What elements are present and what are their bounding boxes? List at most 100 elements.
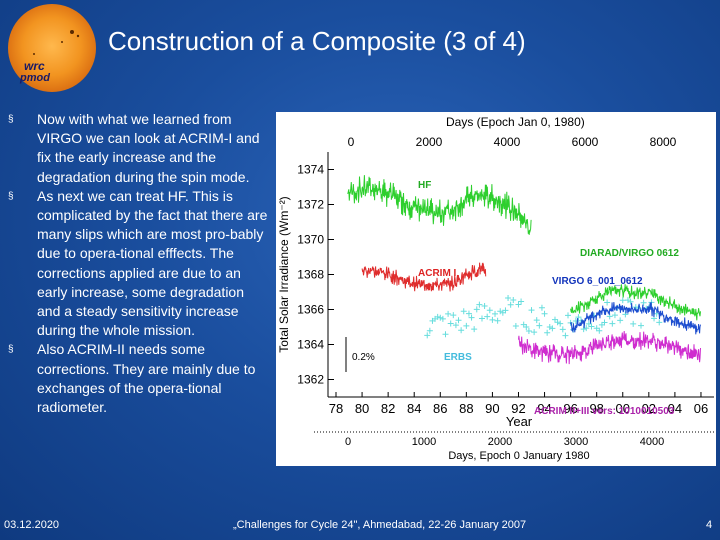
erbs-point [617,317,624,324]
x-axis-tick-label: 82 [381,401,395,416]
erbs-point [588,323,595,330]
series-annotation-label: ERBS [444,352,472,363]
x-axis-tick-label: 78 [329,401,343,416]
y-axis-tick-label: 1364 [297,338,324,352]
erbs-point [565,312,572,319]
erbs-point [424,332,431,339]
erbs-point [609,320,616,327]
x-axis-tick-label: 86 [433,401,447,416]
erbs-point [551,316,558,323]
erbs-point [549,325,556,332]
erbs-point [638,322,645,329]
top-axis-tick-label: 6000 [572,135,599,149]
chart-canvas: Days (Epoch Jan 0, 1980)0 2000 4000 6000 800… [277,115,714,462]
erbs-point [578,317,585,324]
x-axis-tick-label: 94 [537,401,551,416]
erbs-point [593,325,600,332]
erbs-point [544,329,551,336]
erbs-point [471,326,478,333]
slide-title: Construction of a Composite (3 of 4) [108,26,526,56]
x-axis-tick-label: 90 [485,401,499,416]
erbs-point [442,331,449,338]
erbs-point [494,317,501,324]
erbs-point [630,320,637,327]
bottom-axis-tick-label: 1000 [412,436,436,448]
erbs-point [468,314,475,321]
erbs-point [559,326,566,333]
erbs-point [619,297,626,304]
sun-disk-icon [8,4,96,92]
erbs-point [546,324,553,331]
erbs-point [510,297,517,304]
erbs-point [465,310,472,317]
erbs-point [476,301,483,308]
x-axis-tick-label: 88 [459,401,473,416]
top-axis-tick-label: 0 [348,135,355,149]
erbs-point [515,301,522,308]
series-annotation-label: HF [418,180,431,191]
erbs-point [531,329,538,336]
erbs-point [596,327,603,334]
x-axis-tick-label: 02 [642,401,656,416]
bottom-axis-tick-label: 4000 [640,436,664,448]
erbs-point [622,311,629,318]
bottom-axis-tick-label: 3000 [564,436,588,448]
erbs-point [512,323,519,330]
bottom-axis-label: Days, Epoch 0 January 1980 [448,450,589,462]
series-diarad-virgo [570,284,701,321]
erbs-point [541,310,548,317]
erbs-point [533,317,540,324]
x-axis-tick-label: 92 [511,401,525,416]
y-axis-tick-label: 1362 [297,373,324,387]
erbs-point [463,322,470,329]
y-axis-tick-label: 1372 [297,198,324,212]
y-axis-tick-label: 1366 [297,303,324,317]
top-axis-tick-label: 4000 [494,135,521,149]
footer-date: 03.12.2020 [4,519,60,531]
series-annotation-label: DIARAD/VIRGO 0612 [580,248,679,259]
erbs-point [452,322,459,329]
erbs-point [492,310,499,317]
top-axis-tick-label: 8000 [650,135,677,149]
bullet-item: § Now with what we learned from VIRGO we… [8,110,270,187]
erbs-point [562,332,569,339]
erbs-point [557,320,564,327]
erbs-point [523,324,530,331]
tsi-composite-chart: Days (Epoch Jan 0, 1980) 0 2000 4000 6000 800… [276,112,716,466]
erbs-point [538,304,545,311]
scale-bar-label: 0.2% [352,352,375,363]
y-axis-tick-label: 1370 [297,233,324,247]
erbs-point [445,310,452,317]
erbs-point [455,317,462,324]
footer-event: „Challenges for Cycle 24", Ahmedabad, 22… [233,519,527,531]
erbs-point [478,315,485,322]
series-acrim-i [361,262,487,292]
series-annotation-label: ACRIM II+III vers: 1010010503 [534,406,675,417]
x-axis-tick-label: 84 [407,401,421,416]
bullet-text: As next we can treat HF. This is complic… [37,187,268,339]
bullet-list: § Now with what we learned from VIRGO we… [8,110,270,417]
bullet-marker-icon: § [8,114,14,125]
x-axis-tick-label: 06 [694,401,708,416]
erbs-point [502,307,509,314]
erbs-point [481,303,488,310]
erbs-point [505,294,512,301]
bullet-item: § Also ACRIM-II needs some corrections. … [8,340,270,417]
y-axis-tick-label: 1368 [297,268,324,282]
series-annotation-label: VIRGO 6_001_0612 [552,276,643,287]
erbs-point [575,314,582,321]
erbs-point [518,298,525,305]
footer-page-number: 4 [706,519,713,531]
bullet-marker-icon: § [8,190,14,202]
bottom-axis-tick-label: 0 [345,436,351,448]
erbs-point [450,312,457,319]
erbs-point [497,308,504,315]
bullet-item: § As next we can treat HF. This is compl… [8,187,270,341]
erbs-point [426,327,433,334]
erbs-point [640,299,647,306]
erbs-point [473,306,480,313]
erbs-point [439,315,446,322]
erbs-point [611,312,618,319]
bullet-marker-icon: § [8,344,14,356]
x-axis-tick-label: 96 [563,401,577,416]
